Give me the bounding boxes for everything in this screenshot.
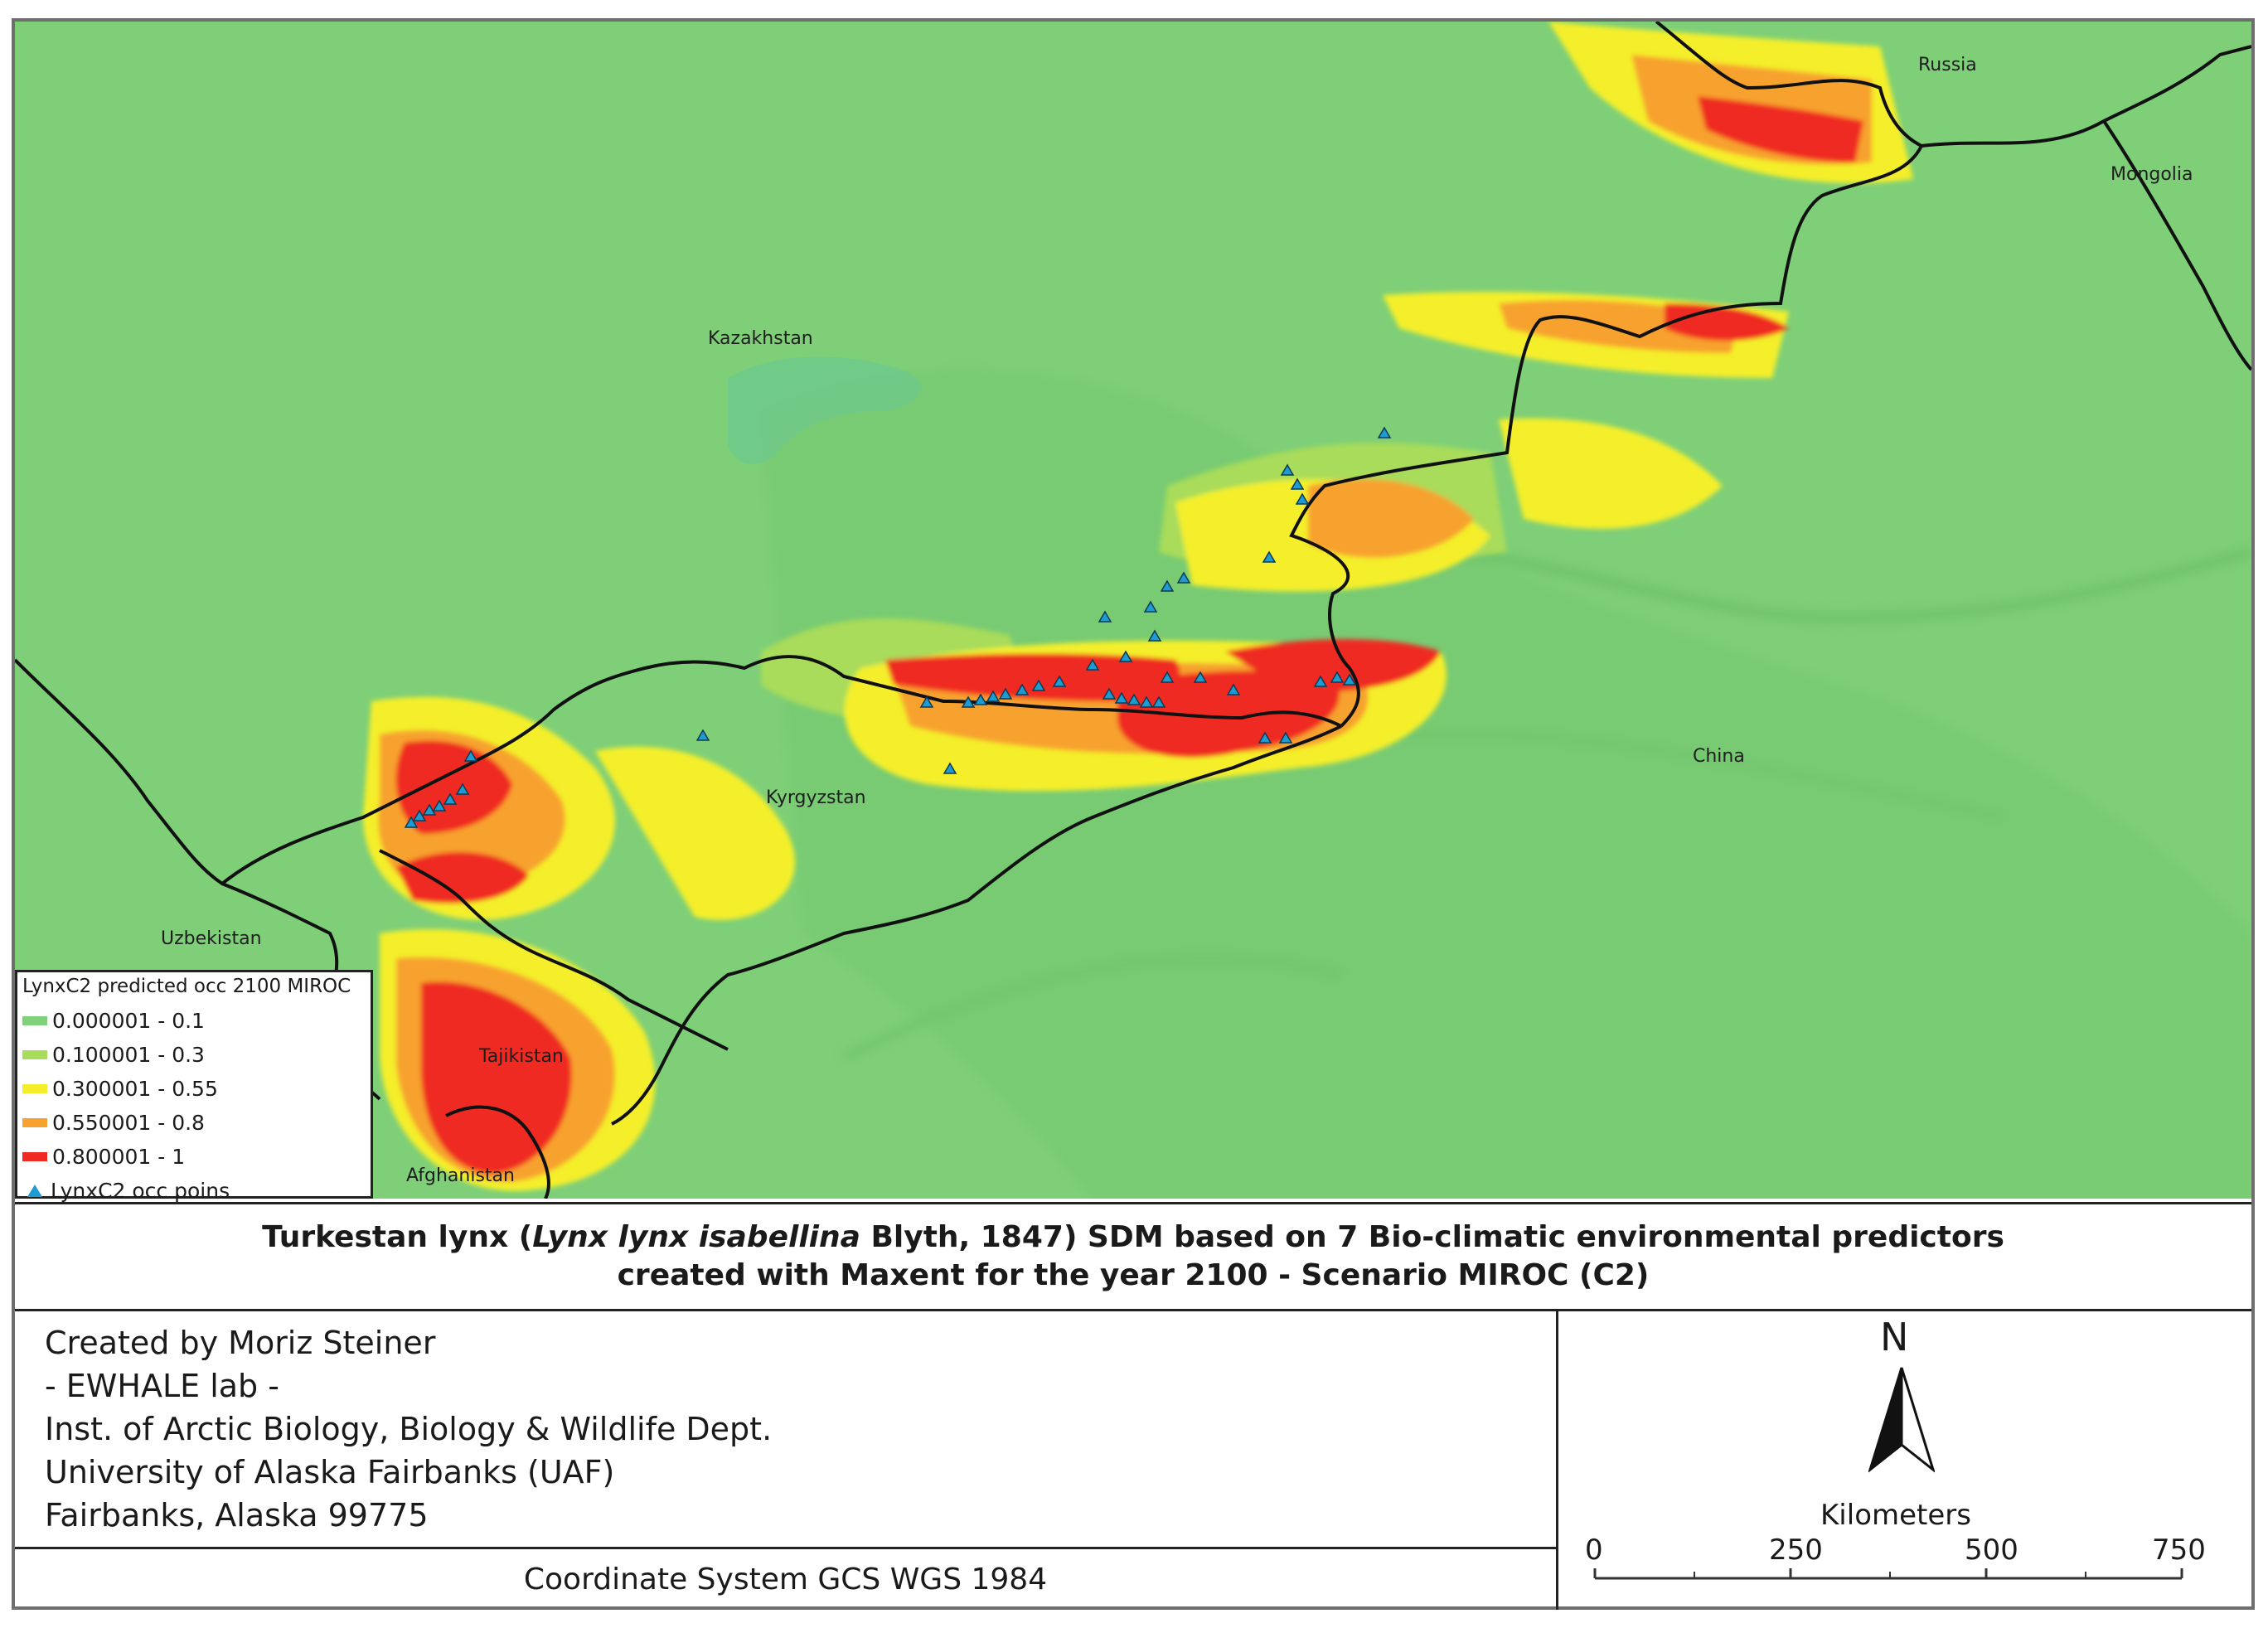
legend-swatch	[22, 1152, 47, 1161]
label-tajikistan: Tajikistan	[479, 1046, 564, 1067]
legend-item: 0.000001 - 0.1	[22, 1004, 371, 1038]
legend-item: 0.800001 - 1	[22, 1140, 371, 1174]
occurrence-points	[404, 426, 1392, 828]
country-borders	[15, 22, 2251, 1199]
lake-balkhash	[728, 356, 922, 464]
legend-item-label: 0.100001 - 0.3	[52, 1043, 205, 1067]
legend-item: 0.100001 - 0.3	[22, 1038, 371, 1072]
legend-item-label: 0.300001 - 0.55	[52, 1077, 218, 1101]
legend-swatch	[22, 1016, 47, 1025]
scale-tick-label: 750	[2152, 1534, 2206, 1567]
scale-tick-label: 500	[1965, 1534, 2018, 1567]
map-legend: LynxC2 predicted occ 2100 MIROC 0.000001…	[15, 970, 373, 1203]
title-species-italic: Lynx lynx isabellina	[532, 1220, 860, 1254]
credit-line: Fairbanks, Alaska 99775	[45, 1497, 429, 1534]
label-uzbekistan: Uzbekistan	[161, 928, 262, 949]
credit-line: University of Alaska Fairbanks (UAF)	[45, 1454, 615, 1490]
label-afghanistan: Afghanistan	[406, 1165, 515, 1186]
label-china: China	[1693, 746, 1745, 767]
scale-tick-label: 250	[1769, 1534, 1823, 1567]
legend-swatch	[22, 1084, 47, 1093]
credit-line: Created by Moriz Steiner	[45, 1325, 436, 1361]
label-russia: Russia	[1918, 55, 1977, 75]
scale-bar	[1593, 1568, 2183, 1580]
suitability-patches	[363, 22, 1913, 1191]
credit-line: - EWHALE lab -	[45, 1368, 279, 1404]
north-arrow-icon	[1868, 1367, 1935, 1473]
map-title: Turkestan lynx (Lynx lynx isabellina Bly…	[15, 1202, 2251, 1311]
coordinate-system: Coordinate System GCS WGS 1984	[15, 1547, 1558, 1610]
legend-item-label: 0.800001 - 1	[52, 1145, 186, 1169]
label-kazakhstan: Kazakhstan	[708, 328, 813, 349]
title-line-2: created with Maxent for the year 2100 - …	[617, 1258, 1650, 1292]
legend-swatch	[22, 1050, 47, 1059]
legend-title: LynxC2 predicted occ 2100 MIROC	[22, 976, 351, 997]
title-text-pre: Turkestan lynx (	[262, 1220, 533, 1254]
legend-item-label: 0.000001 - 0.1	[52, 1009, 205, 1033]
label-mongolia: Mongolia	[2110, 164, 2193, 185]
legend-points-label: LynxC2 occ poins	[51, 1179, 230, 1203]
label-kyrgyzstan: Kyrgyzstan	[766, 787, 866, 808]
credit-line: Inst. of Arctic Biology, Biology & Wildl…	[45, 1411, 773, 1447]
map-panel[interactable]: Russia Mongolia Kazakhstan China Kyrgyzs…	[15, 22, 2251, 1199]
legend-swatch	[22, 1118, 47, 1127]
legend-item-label: 0.550001 - 0.8	[52, 1111, 205, 1135]
map-canvas	[15, 22, 2251, 1199]
credits-box: Created by Moriz Steiner - EWHALE lab - …	[15, 1311, 1558, 1547]
title-line-1: Turkestan lynx (Lynx lynx isabellina Bly…	[262, 1219, 2004, 1257]
scale-title: Kilometers	[1820, 1499, 1971, 1532]
north-label: N	[1880, 1315, 1909, 1359]
title-text-post: Blyth, 1847) SDM based on 7 Bio-climatic…	[860, 1220, 2004, 1254]
scale-tick-label: 0	[1585, 1534, 1603, 1567]
legend-item-points: LynxC2 occ poins	[22, 1174, 371, 1208]
legend-item: 0.300001 - 0.55	[22, 1072, 371, 1106]
legend-item: 0.550001 - 0.8	[22, 1106, 371, 1140]
triangle-marker-icon	[27, 1185, 42, 1197]
